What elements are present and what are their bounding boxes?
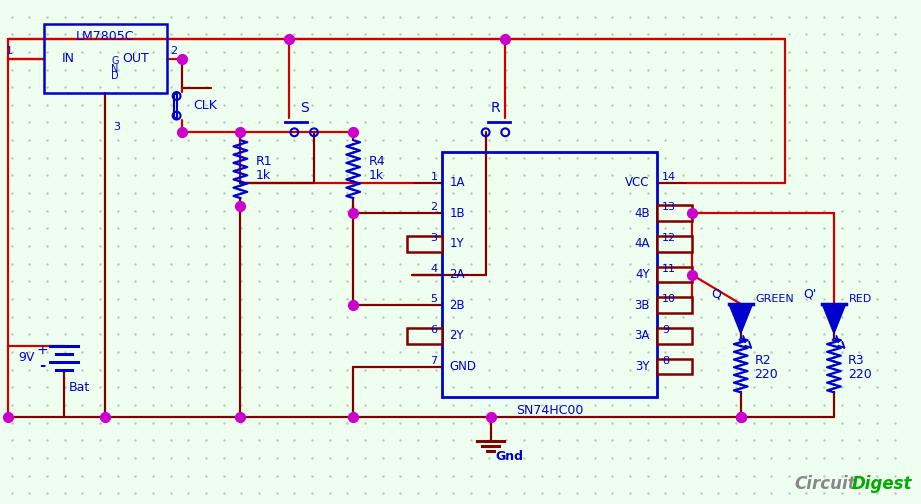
Text: N: N — [111, 64, 119, 74]
Text: 1: 1 — [431, 172, 437, 182]
Text: 3: 3 — [431, 233, 437, 243]
Bar — [658, 206, 692, 221]
Point — [346, 413, 361, 421]
Bar — [407, 328, 441, 344]
Text: 3A: 3A — [635, 330, 649, 342]
Text: 3Y: 3Y — [635, 360, 649, 373]
Text: +: + — [36, 343, 48, 357]
Text: 10: 10 — [662, 294, 676, 304]
Text: 1: 1 — [6, 46, 13, 56]
Text: 4: 4 — [430, 264, 437, 274]
Text: 4Y: 4Y — [635, 268, 649, 281]
Point — [484, 413, 498, 421]
Text: 2: 2 — [430, 203, 437, 212]
Bar — [441, 152, 658, 397]
Point — [684, 271, 699, 279]
Bar — [658, 297, 692, 313]
Text: SN74HC00: SN74HC00 — [516, 404, 583, 417]
Text: G: G — [111, 55, 119, 66]
Text: R4: R4 — [369, 155, 386, 168]
Text: 1k: 1k — [369, 169, 384, 182]
Polygon shape — [822, 304, 845, 334]
Text: LM7805C: LM7805C — [76, 30, 134, 43]
Bar — [44, 24, 167, 93]
Text: D: D — [111, 72, 119, 81]
Text: R1: R1 — [256, 155, 273, 168]
Bar — [658, 267, 692, 282]
Bar — [658, 236, 692, 252]
Text: 3B: 3B — [634, 299, 649, 312]
Text: R2: R2 — [754, 354, 771, 367]
Point — [174, 55, 189, 63]
Text: CLK: CLK — [193, 99, 217, 112]
Text: 1A: 1A — [449, 176, 465, 189]
Point — [346, 301, 361, 309]
Text: GND: GND — [449, 360, 476, 373]
Text: 4A: 4A — [634, 237, 649, 250]
Point — [733, 413, 748, 421]
Text: Circuit: Circuit — [795, 475, 857, 492]
Text: 7: 7 — [430, 356, 437, 366]
Text: -: - — [39, 358, 45, 373]
Text: R: R — [491, 101, 500, 115]
Point — [233, 129, 248, 137]
Point — [174, 129, 189, 137]
Text: IN: IN — [62, 52, 75, 65]
Text: 13: 13 — [662, 203, 676, 212]
Point — [233, 202, 248, 210]
Bar — [407, 236, 441, 252]
Point — [684, 209, 699, 217]
Point — [1, 413, 16, 421]
Text: 220: 220 — [754, 368, 778, 381]
Text: 5: 5 — [431, 294, 437, 304]
Text: 1Y: 1Y — [449, 237, 464, 250]
Bar — [658, 328, 692, 344]
Point — [498, 35, 513, 43]
Text: GREEN: GREEN — [755, 294, 794, 304]
Text: Bat: Bat — [69, 381, 90, 394]
Text: 2: 2 — [170, 46, 177, 56]
Bar — [174, 94, 177, 117]
Text: R3: R3 — [847, 354, 864, 367]
Point — [233, 413, 248, 421]
Point — [346, 129, 361, 137]
Text: OUT: OUT — [122, 52, 149, 65]
Text: 3: 3 — [113, 122, 121, 133]
Text: 9V: 9V — [18, 351, 34, 364]
Text: 1B: 1B — [449, 207, 465, 220]
Text: 6: 6 — [431, 325, 437, 335]
Text: 1k: 1k — [256, 169, 271, 182]
Point — [733, 413, 748, 421]
Point — [282, 35, 297, 43]
Text: S: S — [299, 101, 309, 115]
Bar — [658, 359, 692, 374]
Text: 8: 8 — [662, 356, 670, 366]
Point — [346, 209, 361, 217]
Text: 2B: 2B — [449, 299, 465, 312]
Text: 2Y: 2Y — [449, 330, 464, 342]
Point — [98, 413, 112, 421]
Text: 11: 11 — [662, 264, 676, 274]
Text: Digest: Digest — [852, 475, 912, 492]
Text: 2A: 2A — [449, 268, 465, 281]
Text: Gnd: Gnd — [495, 450, 523, 463]
Text: RED: RED — [848, 294, 872, 304]
Polygon shape — [729, 304, 752, 334]
Text: 14: 14 — [662, 172, 676, 182]
Text: 220: 220 — [847, 368, 871, 381]
Text: VCC: VCC — [625, 176, 649, 189]
Text: 9: 9 — [662, 325, 670, 335]
Text: 12: 12 — [662, 233, 676, 243]
Text: Q': Q' — [803, 288, 816, 301]
Text: 4B: 4B — [634, 207, 649, 220]
Text: Q: Q — [711, 288, 721, 301]
